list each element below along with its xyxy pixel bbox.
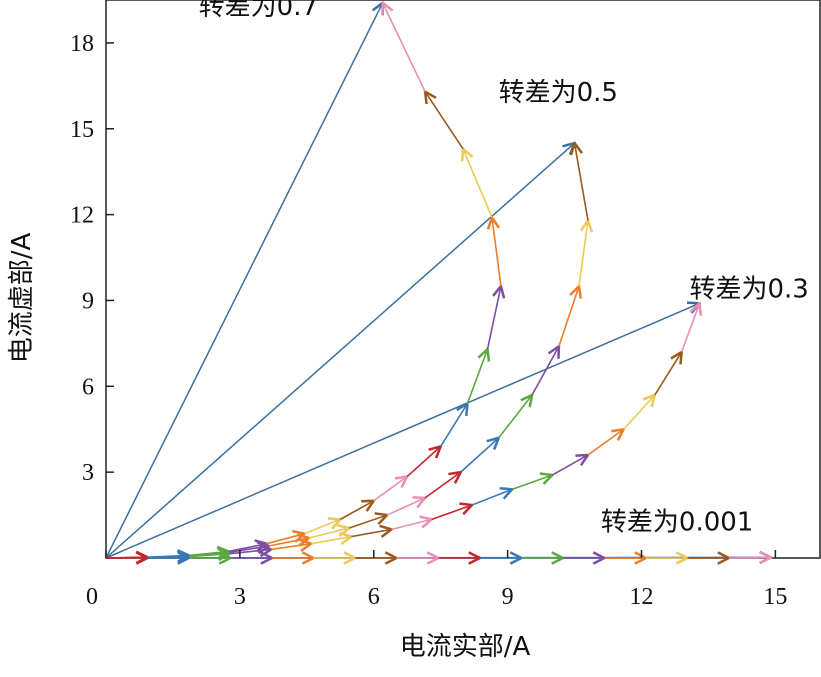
y-tick-label: 18 xyxy=(70,31,94,57)
component-arrow xyxy=(728,557,771,558)
component-arrow xyxy=(105,557,148,558)
slip-annotation: 转差为0.001 xyxy=(601,507,753,537)
component-arrow xyxy=(339,501,373,521)
component-arrow xyxy=(373,476,407,502)
resultant-vector xyxy=(105,3,383,559)
component-arrow xyxy=(511,475,552,491)
y-tick-label: 3 xyxy=(82,460,94,486)
x-tick-label: 3 xyxy=(234,584,246,610)
component-arrow xyxy=(406,446,440,478)
component-arrow xyxy=(348,515,387,529)
component-arrow xyxy=(440,403,468,447)
component-arrow xyxy=(486,286,501,350)
component-arrow xyxy=(531,346,559,396)
component-arrow xyxy=(308,528,349,539)
slip-annotation: 转差为0.7 xyxy=(199,0,318,22)
component-arrow xyxy=(383,3,426,92)
component-arrow xyxy=(188,551,229,555)
annotations: 转差为0.001 转差为0.3 转差为0.5 转差为0.7 xyxy=(199,0,809,537)
component-arrow xyxy=(425,92,464,150)
x-tick-label: 15 xyxy=(763,584,787,610)
component-arrow xyxy=(386,498,425,516)
component-arrow xyxy=(463,149,493,218)
y-tick-label: 6 xyxy=(82,374,94,400)
component-arrow xyxy=(391,519,432,531)
resultant-vector xyxy=(105,143,575,559)
component-arrow xyxy=(266,534,305,545)
x-tick-label: 0 xyxy=(86,584,98,610)
y-tick-label: 12 xyxy=(70,203,94,229)
component-arrow xyxy=(587,429,624,456)
component-arrow xyxy=(466,349,487,404)
component-arrow xyxy=(551,455,588,476)
component-arrow xyxy=(311,537,351,544)
component-arrow xyxy=(228,544,267,552)
slip-annotation: 转差为0.3 xyxy=(690,274,809,304)
component-arrow xyxy=(498,395,532,439)
component-arrow xyxy=(492,217,502,287)
component-arrow xyxy=(575,143,589,221)
component-arrow xyxy=(623,395,655,430)
x-tick-label: 6 xyxy=(368,584,380,610)
y-tick-label: 15 xyxy=(70,117,94,143)
y-tick-label: 9 xyxy=(82,288,94,314)
component-arrow xyxy=(431,505,472,521)
component-arrow xyxy=(147,555,190,557)
resultant-vector xyxy=(105,303,700,559)
component-arrow xyxy=(578,220,588,287)
component-arrow xyxy=(680,303,700,353)
component-arrows xyxy=(105,3,771,558)
component-arrow xyxy=(460,438,499,473)
resultant-vectors xyxy=(105,3,771,559)
component-arrow xyxy=(304,519,341,535)
component-arrow xyxy=(351,529,391,536)
x-tick-label: 12 xyxy=(630,584,654,610)
slip-annotation: 转差为0.5 xyxy=(499,78,618,108)
component-arrow xyxy=(558,286,579,347)
y-axis-title: 电流虚部/A xyxy=(7,233,37,364)
x-axis-title: 电流实部/A xyxy=(400,632,531,662)
component-arrow xyxy=(654,352,682,396)
x-tick-label: 9 xyxy=(502,584,514,610)
axis-ticks: 0 3 6 9 12 15 3 6 9 12 15 18 xyxy=(70,31,787,610)
component-arrow xyxy=(471,489,512,506)
component-arrow xyxy=(424,472,461,499)
